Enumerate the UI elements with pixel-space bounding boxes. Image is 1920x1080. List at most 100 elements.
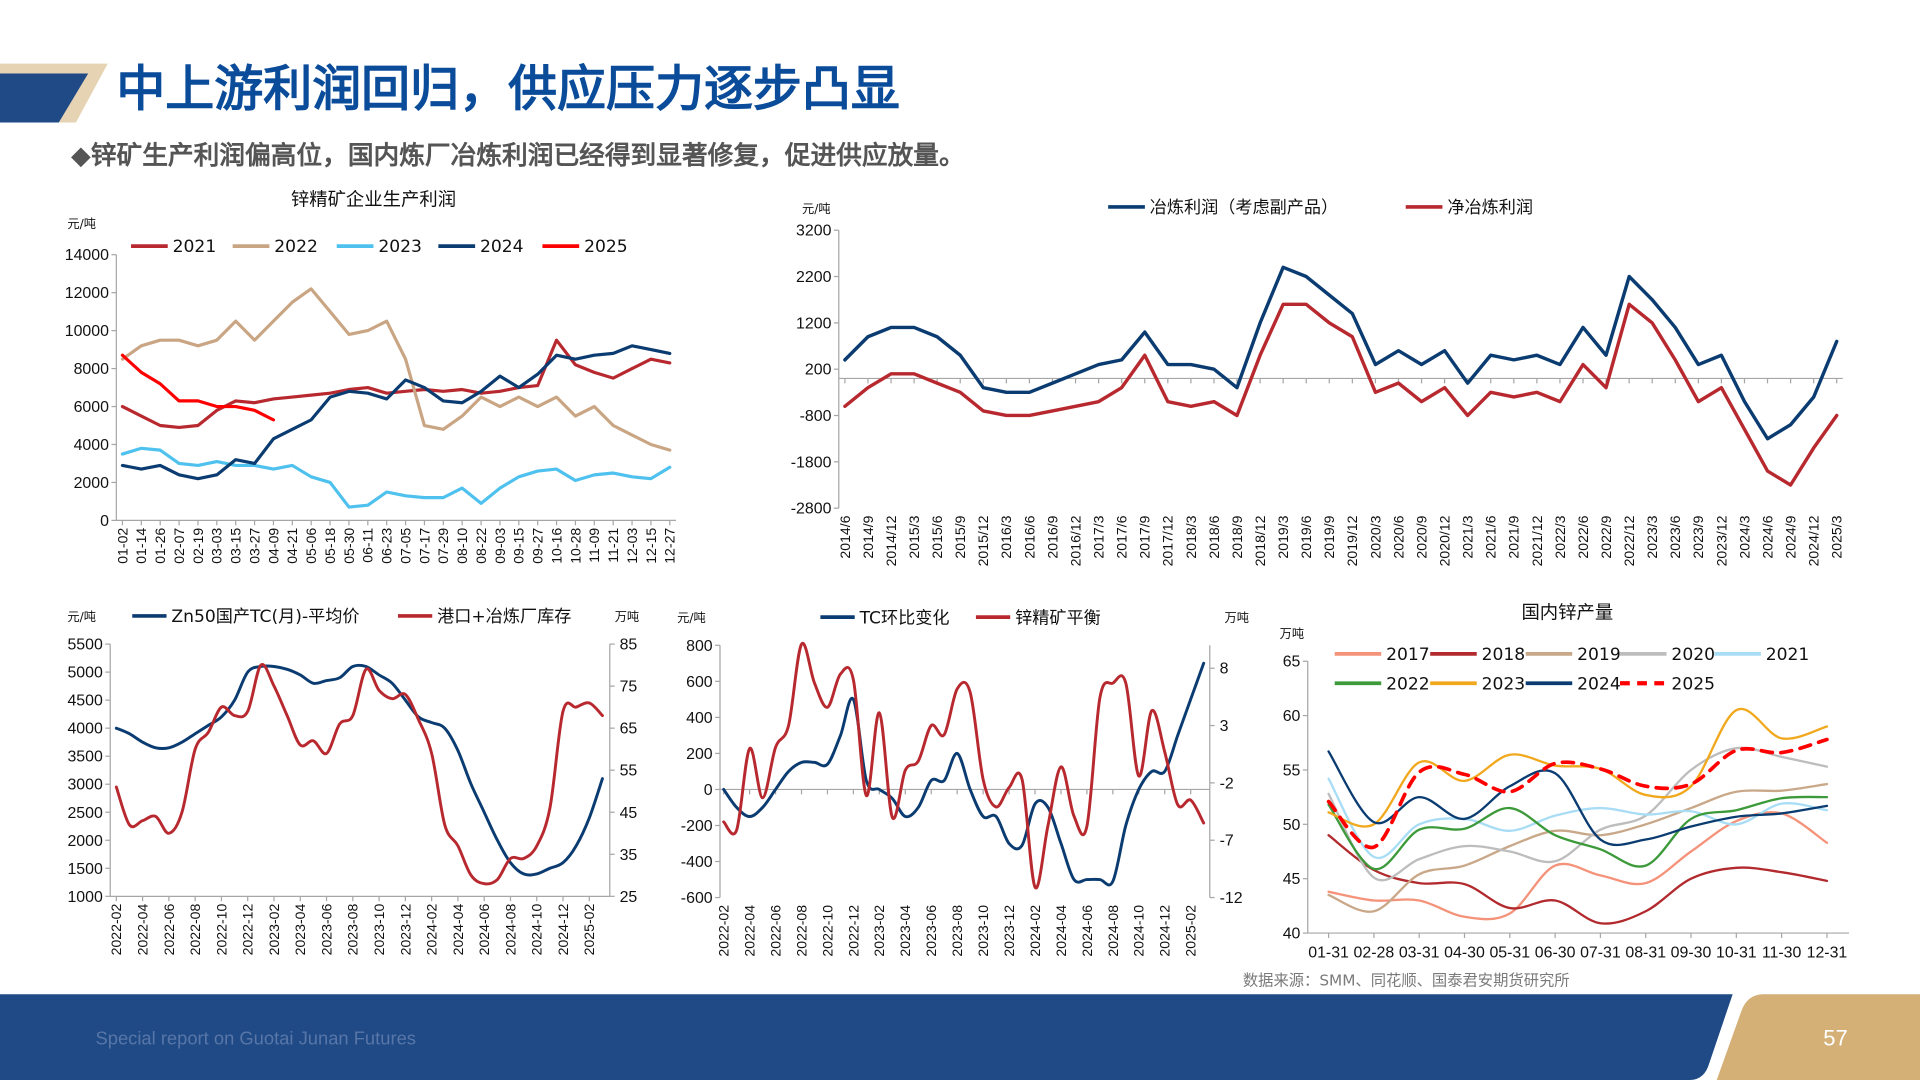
legend-label: 2021 — [1766, 645, 1810, 665]
y-tick-label: 8000 — [74, 361, 110, 378]
x-tick-label: 05-18 — [322, 528, 338, 564]
y-axis-unit: 元/吨 — [67, 610, 96, 624]
x-tick-label: 2023-10 — [371, 904, 387, 956]
legend-label: TC环比变化 — [859, 608, 950, 628]
x-tick-label: 03-31 — [1399, 945, 1440, 962]
x-tick-label: 11-30 — [1762, 945, 1802, 962]
x-tick-label: 2020/3 — [1367, 515, 1383, 558]
x-tick-label: 2019/12 — [1344, 515, 1360, 566]
y-axis-unit: 万吨 — [1280, 627, 1304, 641]
x-tick-label: 05-30 — [341, 528, 357, 564]
legend-label: 2022 — [274, 237, 318, 257]
series-line-2021 — [120, 338, 672, 430]
y-tick-label: 1500 — [67, 861, 103, 878]
x-tick-label: 2024/12 — [1806, 515, 1822, 566]
x-tick-label: 2023-12 — [397, 904, 413, 956]
x-tick-label: 2023-12 — [1001, 905, 1017, 957]
x-tick-label: 2023-02 — [871, 905, 887, 957]
x-tick-label: 04-30 — [1444, 945, 1485, 962]
series-line-2023 — [1327, 707, 1829, 828]
x-tick-label: 2021/9 — [1506, 515, 1522, 558]
x-tick-label: 2022-08 — [187, 904, 203, 956]
legend-label: 2021 — [173, 237, 217, 257]
data-source-note: 数据来源：SMM、同花顺、国泰君安期货研究所 — [1243, 972, 1570, 990]
x-tick-label: 07-29 — [435, 528, 451, 564]
y-tick-label: 400 — [686, 710, 713, 727]
y-tick-label: 800 — [686, 638, 713, 655]
y-tick-label: 50 — [1283, 817, 1301, 834]
x-tick-label: 2022-02 — [716, 905, 732, 957]
x-tick-label: 2024-12 — [555, 904, 571, 956]
y-tick-label: 1000 — [67, 889, 103, 906]
y-tick-label: 4000 — [67, 721, 103, 738]
y-tick-label: 2200 — [796, 269, 832, 286]
y-tick-label: 14000 — [65, 247, 109, 264]
x-tick-label: 01-02 — [114, 528, 130, 564]
y2-tick-label: 25 — [620, 889, 638, 906]
chart-2: -2800 -1800 -800 200 1200 2200 3200 2014/6 2014/… — [791, 198, 1845, 566]
y-tick-label: -200 — [681, 818, 713, 835]
y2-tick-label: 65 — [620, 721, 638, 738]
x-tick-label: 2023-04 — [292, 904, 308, 956]
x-tick-label: 2022-02 — [108, 904, 124, 956]
y-tick-label: 12000 — [65, 285, 109, 302]
x-tick-label: 2024-04 — [1053, 905, 1069, 957]
x-tick-label: 2022-12 — [845, 905, 861, 957]
x-tick-label: 2020/12 — [1437, 515, 1453, 566]
x-tick-label: 09-30 — [1671, 945, 1712, 962]
x-tick-label: 10-28 — [567, 528, 583, 564]
legend-label: 2022 — [1386, 674, 1430, 694]
y2-tick-label: 45 — [620, 805, 638, 822]
series-line-2020 — [1327, 746, 1829, 882]
x-tick-label: 2024-12 — [1157, 905, 1173, 957]
x-tick-label: 2018/6 — [1206, 515, 1222, 558]
legend-label: 锌精矿平衡 — [1015, 608, 1101, 628]
page-title: 中上游利润回归，供应压力逐步凸显 — [116, 60, 900, 117]
series-line-2023 — [120, 446, 672, 509]
x-tick-label: 12-03 — [624, 528, 640, 564]
y-tick-label: 600 — [686, 674, 713, 691]
y2-axis-unit: 万吨 — [1224, 611, 1248, 625]
x-tick-label: 06-11 — [360, 528, 376, 563]
legend-label: 2025 — [1671, 674, 1715, 694]
legend-label: 净冶炼利润 — [1447, 198, 1533, 218]
x-tick-label: 2024-04 — [450, 904, 466, 956]
y-tick-label: -1800 — [791, 454, 832, 471]
x-tick-label: 02-28 — [1354, 945, 1395, 962]
y-tick-label: -2800 — [791, 501, 832, 518]
x-tick-label: 2021/3 — [1460, 515, 1476, 558]
y-tick-label: 1200 — [796, 315, 832, 332]
legend-label: 2023 — [1482, 674, 1526, 694]
x-tick-label: 2024-08 — [1105, 905, 1121, 957]
footer-report-name: Special report on Guotai Junan Futures — [96, 1027, 416, 1048]
x-tick-label: 2024-10 — [529, 904, 545, 956]
legend-label: 2019 — [1577, 645, 1621, 665]
x-tick-label: 07-17 — [416, 528, 432, 564]
y-tick-label: 3500 — [67, 749, 103, 766]
x-tick-label: 2019/9 — [1321, 515, 1337, 558]
x-tick-label: 2019/6 — [1298, 515, 1314, 558]
chart-3: 1000 1500 2000 2500 3000 3500 4000 4500 5000 5500… — [67, 607, 639, 955]
x-tick-label: 2024-10 — [1131, 905, 1147, 957]
x-tick-label: 08-10 — [454, 528, 470, 564]
y-tick-label: 55 — [1283, 762, 1301, 779]
x-tick-label: 08-31 — [1625, 945, 1666, 962]
y2-tick-label: 3 — [1220, 718, 1229, 735]
y-tick-label: 5500 — [67, 637, 103, 654]
x-tick-label: 2020/9 — [1413, 515, 1429, 558]
footer-band — [0, 994, 1733, 1080]
legend-label: 2018 — [1482, 645, 1526, 665]
y-axis-unit: 元/吨 — [677, 611, 706, 625]
x-tick-label: 2023-06 — [318, 904, 334, 956]
x-tick-label: 2015/6 — [929, 515, 945, 558]
y-tick-label: -600 — [681, 890, 713, 907]
y-tick-label: -400 — [681, 854, 713, 871]
x-tick-label: 2017/3 — [1091, 515, 1107, 558]
x-tick-label: 2024/6 — [1759, 515, 1775, 558]
x-tick-label: 2016/6 — [1021, 515, 1037, 558]
x-tick-label: 2018/3 — [1183, 515, 1199, 558]
y-tick-label: 40 — [1283, 926, 1301, 943]
y2-tick-label: 55 — [620, 763, 638, 780]
